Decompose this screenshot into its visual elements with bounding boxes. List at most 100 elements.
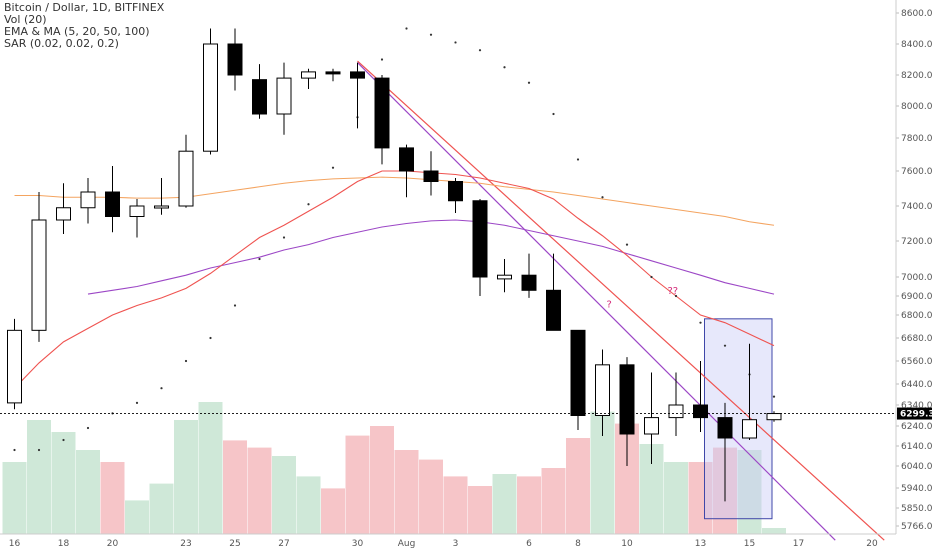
trendlines (357, 60, 885, 541)
double-question-annotation: ?? (668, 286, 679, 297)
ema-100-line (14, 176, 775, 226)
price-tick-label: 5940.0 (901, 484, 932, 494)
sar-dot (86, 426, 90, 430)
candle-body (497, 274, 512, 280)
price-tick-label: 5766.0 (901, 522, 932, 532)
candle-body (423, 170, 439, 182)
candle-body (546, 289, 561, 331)
sar-dot (772, 395, 776, 398)
volume-bar (321, 488, 345, 534)
volume-bar (370, 426, 394, 534)
sar-dot (307, 203, 310, 206)
time-tick-label: 3 (453, 539, 459, 549)
volume-bar (541, 468, 566, 534)
time-tick-label: 18 (58, 539, 70, 549)
moving-averages (14, 170, 775, 389)
candle-body (276, 77, 292, 115)
highlight-rectangle (704, 318, 773, 520)
volume-bar (2, 462, 27, 534)
time-tick-label: 16 (9, 539, 21, 549)
candle-body (742, 419, 757, 439)
candle-body (374, 77, 390, 149)
time-tick-label: 25 (229, 539, 240, 549)
volume-bar (492, 474, 517, 534)
time-tick-label: 20 (866, 539, 878, 549)
sar-dots (13, 27, 776, 452)
ma-20-line (14, 170, 775, 389)
price-tick-label: 5850.0 (901, 504, 932, 514)
candle-body (154, 205, 169, 209)
symbol-title: Bitcoin / Dollar, 1D, BITFINEX (4, 1, 165, 14)
sar-dot (478, 49, 482, 52)
sar-dot (723, 344, 727, 347)
volume-bar (198, 402, 223, 534)
candle-body (80, 191, 96, 209)
sar-dot (625, 243, 629, 246)
time-tick-label: 17 (793, 539, 804, 549)
chart-legend: Bitcoin / Dollar, 1D, BITFINEX Vol (20) … (4, 2, 164, 50)
candle-body (521, 274, 537, 291)
candle-body (472, 200, 488, 278)
candle-body (766, 413, 782, 421)
price-tick-label: 6900.0 (901, 292, 932, 302)
sar-dot (576, 158, 580, 161)
price-tick-label: 6240.0 (901, 422, 932, 432)
candle-body (31, 219, 47, 331)
sar-dot (601, 196, 604, 199)
volume-bar (51, 432, 76, 534)
sar-dot (258, 257, 261, 261)
price-tick-label: 8400.0 (901, 40, 932, 50)
sar-dot (503, 66, 506, 69)
time-tick-label: 23 (180, 539, 191, 549)
volume-bar (688, 462, 713, 534)
sar-dot (650, 275, 653, 279)
red-trendline (357, 60, 885, 541)
candle-body (717, 417, 733, 439)
volume-bar (419, 459, 443, 534)
price-tick-label: 6560.0 (901, 357, 932, 367)
last-price-tag (897, 407, 932, 420)
candle-body (448, 181, 463, 202)
price-tick-label: 8000.0 (901, 102, 932, 112)
price-axis: 8600.0 8400.0 8200.0 8000.0 7800.0 7600.0 7400… (895, 0, 932, 534)
candle-body (595, 364, 610, 417)
ema-ma-legend: EMA & MA (5, 20, 50, 100) (4, 25, 150, 38)
sar-dot (209, 336, 212, 340)
sar-dot (282, 236, 286, 239)
candle-body (668, 404, 684, 419)
time-tick-label: 20 (107, 539, 119, 549)
question-mark-annotation: ? (607, 299, 612, 310)
volume-bar (345, 435, 370, 534)
price-tick-label: 7200.0 (901, 237, 932, 247)
purple-trendline (357, 62, 836, 541)
time-axis: 16 18 20 23 25 27 30 Aug 3 6 8 10 13 15 17 20 (0, 533, 896, 549)
sar-dot (380, 58, 384, 61)
annotations: ??? (607, 286, 679, 310)
time-tick-label: 30 (352, 539, 364, 549)
volume-bar (100, 462, 125, 534)
volume-bar (296, 476, 321, 534)
ma-50-line (87, 219, 775, 295)
volume-bar (468, 486, 492, 534)
candle-body (252, 79, 267, 115)
volume-bar (443, 476, 468, 534)
sar-dot (527, 81, 531, 84)
volume-bars (2, 402, 786, 534)
candle-body (227, 43, 243, 76)
candle-body (619, 364, 635, 435)
price-tick-label: 6680.0 (901, 334, 932, 344)
time-tick-label: 10 (621, 539, 633, 549)
volume-bar (394, 450, 419, 534)
sar-dot (233, 304, 237, 307)
time-tick-label: Aug (398, 539, 416, 549)
candle-body (178, 150, 194, 207)
price-tick-label: 8200.0 (901, 71, 932, 81)
volume-bar (517, 476, 541, 534)
candle-body (399, 147, 414, 172)
candle-body (325, 71, 341, 75)
price-tick-label: 8600.0 (901, 9, 932, 19)
volume-bar (149, 483, 174, 534)
price-tick-label: 6440.0 (901, 380, 932, 390)
price-tick-label: 6140.0 (901, 442, 932, 452)
candle-body (129, 205, 145, 217)
